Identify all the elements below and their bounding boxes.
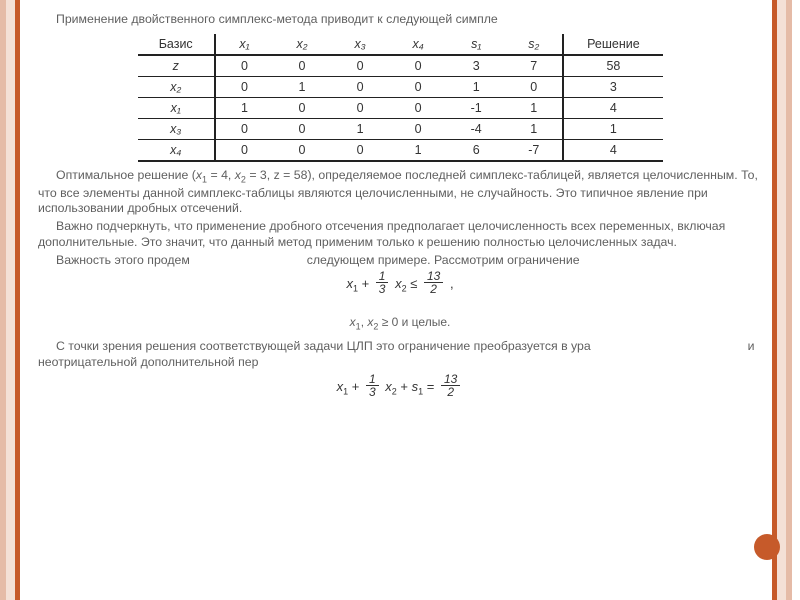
cell: 0 [389,55,447,77]
cell: 0 [389,76,447,97]
cell: 1 [389,139,447,161]
num: 13 [441,373,460,386]
cell: 0 [331,76,389,97]
table-row: z 0 0 0 0 3 7 58 [138,55,663,77]
den: 3 [366,386,379,398]
cell: 0 [273,97,331,118]
cell: -4 [447,118,505,139]
cell: x₄ [138,139,215,161]
cell: 0 [273,55,331,77]
cell: 0 [215,139,273,161]
equation-1: x1 + 13 x2 ≤ 132 , [38,272,762,297]
decor-stripe-left-3 [15,0,20,600]
table-row: x₃ 0 0 1 0 -4 1 1 [138,118,663,139]
cell: 6 [447,139,505,161]
cell: -7 [505,139,563,161]
cell: 1 [331,118,389,139]
th-s2: s₂ [505,34,563,55]
cell: 0 [331,139,389,161]
op: + [397,379,412,394]
cell: 0 [389,118,447,139]
cell: 1 [505,118,563,139]
cell: 1 [215,97,273,118]
op: + [348,379,363,394]
decor-stripe-right-1 [777,0,786,600]
para-2: Оптимальное решение (x1 = 4, x2 = 3, z =… [38,168,762,217]
cell: 3 [563,76,662,97]
cell: 0 [215,76,273,97]
para-5: С точки зрения решения соответствующей з… [38,339,762,370]
text: С точки зрения решения соответствующей з… [56,339,591,353]
condition-line: x1, x2 ≥ 0 и целые. [38,315,762,333]
text: = 4, [207,168,235,182]
comma: , [446,276,453,291]
cell: 4 [563,139,662,161]
th-x2: x₂ [273,34,331,55]
table-row: x₂ 0 1 0 0 1 0 3 [138,76,663,97]
cell: z [138,55,215,77]
th-x3: x₃ [331,34,389,55]
para-1: Применение двойственного симплекс-метода… [38,12,762,28]
den: 2 [424,283,443,295]
slide-content: Применение двойственного симплекс-метода… [38,10,762,404]
cell: 0 [505,76,563,97]
fraction: 13 [366,373,379,398]
th-s1: s₁ [447,34,505,55]
simplex-table: Базис x₁ x₂ x₃ x₄ s₁ s₂ Решение z 0 0 0 … [138,34,663,162]
equation-2: x1 + 13 x2 + s1 = 132 [38,375,762,400]
cell: 0 [215,118,273,139]
cell: 1 [273,76,331,97]
cell: 1 [505,97,563,118]
cell: 0 [273,139,331,161]
text: следующем примере. Рассмотрим ограничени… [307,253,580,267]
num: 1 [366,373,379,386]
fraction: 132 [441,373,460,398]
cell: x₃ [138,118,215,139]
cell: 0 [389,97,447,118]
cell: 0 [331,97,389,118]
text: Важность этого продем [56,253,190,267]
table-row: x₁ 1 0 0 0 -1 1 4 [138,97,663,118]
cell: 0 [215,55,273,77]
cell: 3 [447,55,505,77]
th-x4: x₄ [389,34,447,55]
fraction: 132 [424,270,443,295]
decor-stripe-right-3 [772,0,777,600]
cell: 0 [273,118,331,139]
decor-stripe-left-2 [6,0,15,600]
para-4: Важность этого продем следующем примере.… [38,253,762,269]
table-row: x₄ 0 0 0 1 6 -7 4 [138,139,663,161]
cell: 58 [563,55,662,77]
cell: 7 [505,55,563,77]
den: 3 [376,283,389,295]
th-x1: x₁ [215,34,273,55]
fraction: 13 [376,270,389,295]
th-solution: Решение [563,34,662,55]
cell: 0 [331,55,389,77]
cell: 1 [447,76,505,97]
text: Оптимальное решение ( [56,168,196,182]
op: = [423,379,438,394]
op: + [358,276,373,291]
table-header-row: Базис x₁ x₂ x₃ x₄ s₁ s₂ Решение [138,34,663,55]
cell: 4 [563,97,662,118]
cell: -1 [447,97,505,118]
den: 2 [441,386,460,398]
decor-stripe-right-2 [786,0,792,600]
op: ≤ [407,276,421,291]
text: = 3, [246,168,274,182]
cell: x₁ [138,97,215,118]
cell: x₂ [138,76,215,97]
text: ≥ 0 и целые. [378,315,450,329]
accent-dot-icon [754,534,780,560]
para-3: Важно подчеркнуть, что применение дробно… [38,219,762,250]
th-basis: Базис [138,34,215,55]
cell: 1 [563,118,662,139]
